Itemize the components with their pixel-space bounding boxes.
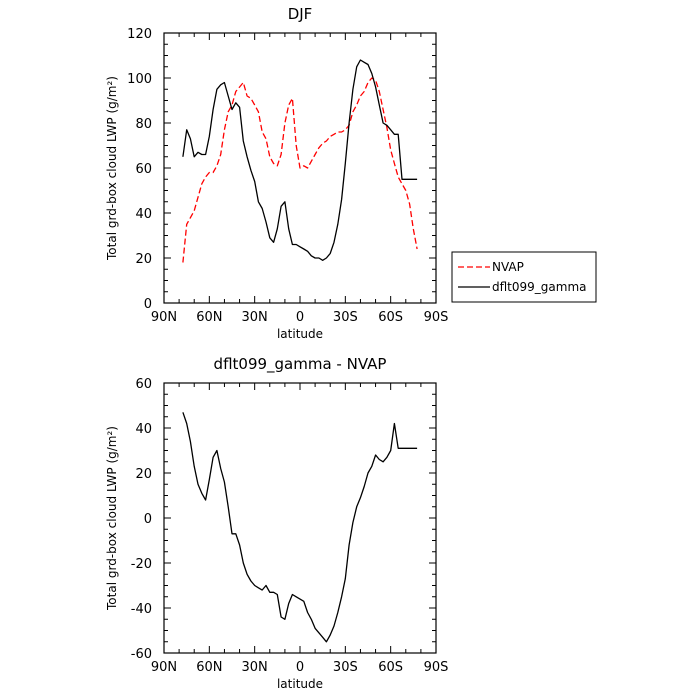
y-tick-label: 100 <box>127 72 152 87</box>
x-tick-label: 60N <box>196 310 222 325</box>
x-tick-label: 30S <box>333 660 358 675</box>
x-tick-label: 0 <box>296 660 304 675</box>
x-axis-title: latitude <box>277 327 323 341</box>
chart-djf: DJF 90N 60N 30N 0 30S 60S 90S 0 20 40 60 80 100 120 lat… <box>105 5 448 341</box>
y-tick-label: 20 <box>135 252 152 267</box>
legend-label: dflt099_gamma <box>492 280 587 294</box>
y-axis-title: Total grd-box cloud LWP (g/m²) <box>105 426 119 611</box>
x-tick-label: 90N <box>151 660 177 675</box>
x-axis-title: latitude <box>277 677 323 691</box>
x-tick-label: 90N <box>151 310 177 325</box>
y-tick-label: 0 <box>144 297 152 312</box>
series-line-dflt099-gamma <box>182 59 418 261</box>
plot-frame <box>163 382 437 654</box>
series-line-nvap <box>182 77 418 263</box>
x-tick-label: 0 <box>296 310 304 325</box>
x-tick-label: 30N <box>242 660 268 675</box>
x-tick-label: 60N <box>196 660 222 675</box>
x-tick-label: 90S <box>424 310 449 325</box>
y-tick-label: 60 <box>135 162 152 177</box>
y-tick-label: 0 <box>144 512 152 527</box>
y-tick-label: 40 <box>135 207 152 222</box>
chart-title: DJF <box>288 5 313 23</box>
y-tick-label: -20 <box>131 557 152 572</box>
x-tick-label: 30S <box>333 310 358 325</box>
x-tick-label: 60S <box>378 310 403 325</box>
x-tick-label: 30N <box>242 310 268 325</box>
chart-difference: dflt099_gamma - NVAP 90N 60N 30N 0 30S 60S 90S -… <box>105 355 448 691</box>
x-tick-label: 60S <box>378 660 403 675</box>
x-tick-label: 90S <box>424 660 449 675</box>
legend: NVAP dflt099_gamma <box>451 251 597 303</box>
y-tick-label: 80 <box>135 117 152 132</box>
series-line-difference <box>182 412 418 643</box>
legend-label: NVAP <box>492 260 524 274</box>
y-tick-label: 120 <box>127 27 152 42</box>
chart-title: dflt099_gamma - NVAP <box>214 355 387 374</box>
y-tick-label: 40 <box>135 422 152 437</box>
y-axis-title: Total grd-box cloud LWP (g/m²) <box>105 76 119 261</box>
legend-box <box>451 251 597 303</box>
y-tick-label: -40 <box>131 602 152 617</box>
y-tick-label: 60 <box>135 377 152 392</box>
y-tick-label: 20 <box>135 467 152 482</box>
y-tick-label: -60 <box>131 647 152 662</box>
